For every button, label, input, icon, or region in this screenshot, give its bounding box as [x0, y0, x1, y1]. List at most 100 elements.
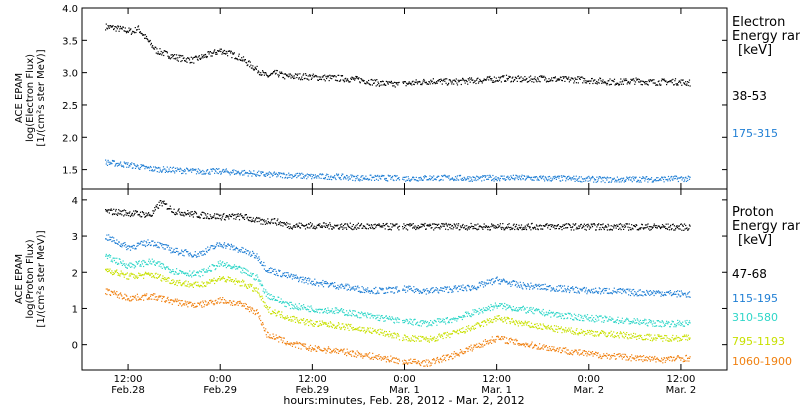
electron-series-1-point	[195, 173, 198, 175]
electron-series-0-point	[587, 80, 589, 83]
proton-series-2-point	[540, 312, 542, 314]
proton-series-1-point	[375, 293, 378, 295]
proton-series-2-point	[135, 261, 137, 263]
proton-series-1-point	[659, 291, 661, 293]
electron-series-0-point	[591, 77, 593, 80]
electron-series-1-point	[601, 178, 603, 180]
proton-series-0-point	[374, 228, 376, 230]
electron-series-1-point	[660, 179, 662, 181]
proton-series-2-point	[132, 264, 134, 266]
proton-series-3-point	[240, 281, 242, 283]
electron-series-1-point	[513, 178, 515, 180]
proton-series-0-point	[668, 229, 670, 231]
proton-series-0-point	[214, 213, 216, 215]
proton-series-0-point	[415, 226, 417, 228]
proton-series-0-point	[569, 224, 571, 227]
electron-series-1-point	[337, 173, 340, 175]
proton-series-0-point	[215, 218, 217, 220]
electron-series-1-point	[447, 175, 449, 177]
proton-series-1-point	[647, 293, 650, 295]
electron-series-1-point	[413, 177, 415, 179]
electron-series-1-point	[480, 176, 482, 178]
proton-series-3-point	[210, 279, 213, 281]
electron-series-1-point	[161, 170, 163, 172]
electron-series-1-point	[359, 179, 361, 181]
proton-series-1-point	[289, 276, 291, 278]
electron-series-1-point	[159, 169, 161, 171]
proton-series-1-point	[294, 275, 296, 277]
proton-series-1-point	[296, 277, 298, 279]
electron-series-1-point	[303, 177, 305, 179]
proton-series-0-point	[491, 223, 493, 225]
electron-series-1-point	[136, 166, 138, 168]
proton-series-0-point	[157, 207, 160, 209]
electron-series-0-point	[180, 55, 183, 57]
proton-series-1-point	[454, 287, 456, 289]
proton-series-2-point	[606, 316, 608, 318]
proton-series-2-point	[585, 316, 587, 318]
proton-series-1-point	[233, 245, 235, 247]
proton-series-2-point	[298, 309, 300, 311]
proton-series-2-point	[323, 310, 325, 313]
proton-series-0-point	[257, 217, 259, 219]
electron-series-1-point	[337, 175, 339, 177]
proton-series-1-point	[113, 240, 115, 242]
electron-series-0-point	[598, 82, 600, 84]
proton-series-1-point	[418, 290, 420, 292]
proton-series-3-point	[187, 281, 189, 283]
electron-series-0-point	[481, 80, 483, 83]
electron-series-1-point	[272, 174, 274, 176]
proton-series-2-point	[263, 288, 265, 290]
proton-series-3-point	[252, 290, 254, 292]
proton-series-1-point	[604, 290, 606, 292]
proton-series-0-point	[413, 227, 415, 229]
electron-series-1	[105, 159, 691, 184]
proton-series-1-point	[369, 290, 371, 292]
electron-series-0-point	[538, 75, 541, 78]
proton-series-2-point	[336, 312, 338, 314]
proton-series-1-point	[374, 288, 376, 290]
proton-series-1-point	[454, 285, 457, 287]
proton-series-3-point	[138, 274, 140, 277]
proton-series-2-point	[330, 311, 332, 313]
electron-series-0-point	[631, 79, 633, 81]
proton-series-1-point	[675, 293, 677, 295]
electron-series-1-point	[520, 176, 523, 178]
electron-series-0-point	[636, 79, 638, 81]
proton-series-0-point	[688, 224, 691, 226]
electron-series-0-point	[349, 81, 351, 83]
proton-series-1-point	[172, 250, 175, 252]
electron-series-0-point	[252, 65, 254, 67]
proton-series-0-point	[182, 212, 184, 214]
proton-series-1-point	[273, 269, 275, 271]
electron-series-1-point	[194, 168, 196, 171]
electron-series-0-point	[228, 50, 230, 52]
proton-series-0-point	[515, 225, 517, 227]
electron-series-0-point	[600, 80, 602, 82]
proton-series-3-point	[240, 285, 242, 287]
electron-series-1-point	[129, 163, 132, 165]
proton-series-0-point	[650, 228, 652, 231]
electron-series-0-point	[179, 56, 181, 58]
proton-series-1-point	[555, 288, 557, 290]
electron-series-1-point	[402, 176, 404, 178]
electron-series-0-point	[222, 52, 224, 54]
proton-series-0-point	[264, 223, 266, 225]
proton-series-1-point	[441, 287, 443, 289]
electron-series-0-point	[199, 58, 201, 60]
electron-series-0-point	[595, 82, 597, 84]
proton-series-0-point	[433, 229, 435, 231]
proton-series-1-point	[385, 292, 387, 294]
proton-series-3-point	[158, 276, 160, 278]
electron-series-0-point	[566, 77, 568, 79]
proton-series-2-point	[284, 305, 286, 307]
proton-series-1-point	[441, 290, 444, 292]
proton-series-1-point	[422, 289, 424, 291]
proton-series-2-point	[364, 312, 366, 314]
electron-series-0-point	[552, 80, 554, 82]
electron-series-0-point	[628, 82, 630, 84]
proton-series-3-point	[169, 282, 171, 284]
electron-series-1-point	[663, 181, 665, 183]
electron-series-1-point	[209, 171, 211, 173]
electron-series-0-point	[327, 75, 330, 77]
